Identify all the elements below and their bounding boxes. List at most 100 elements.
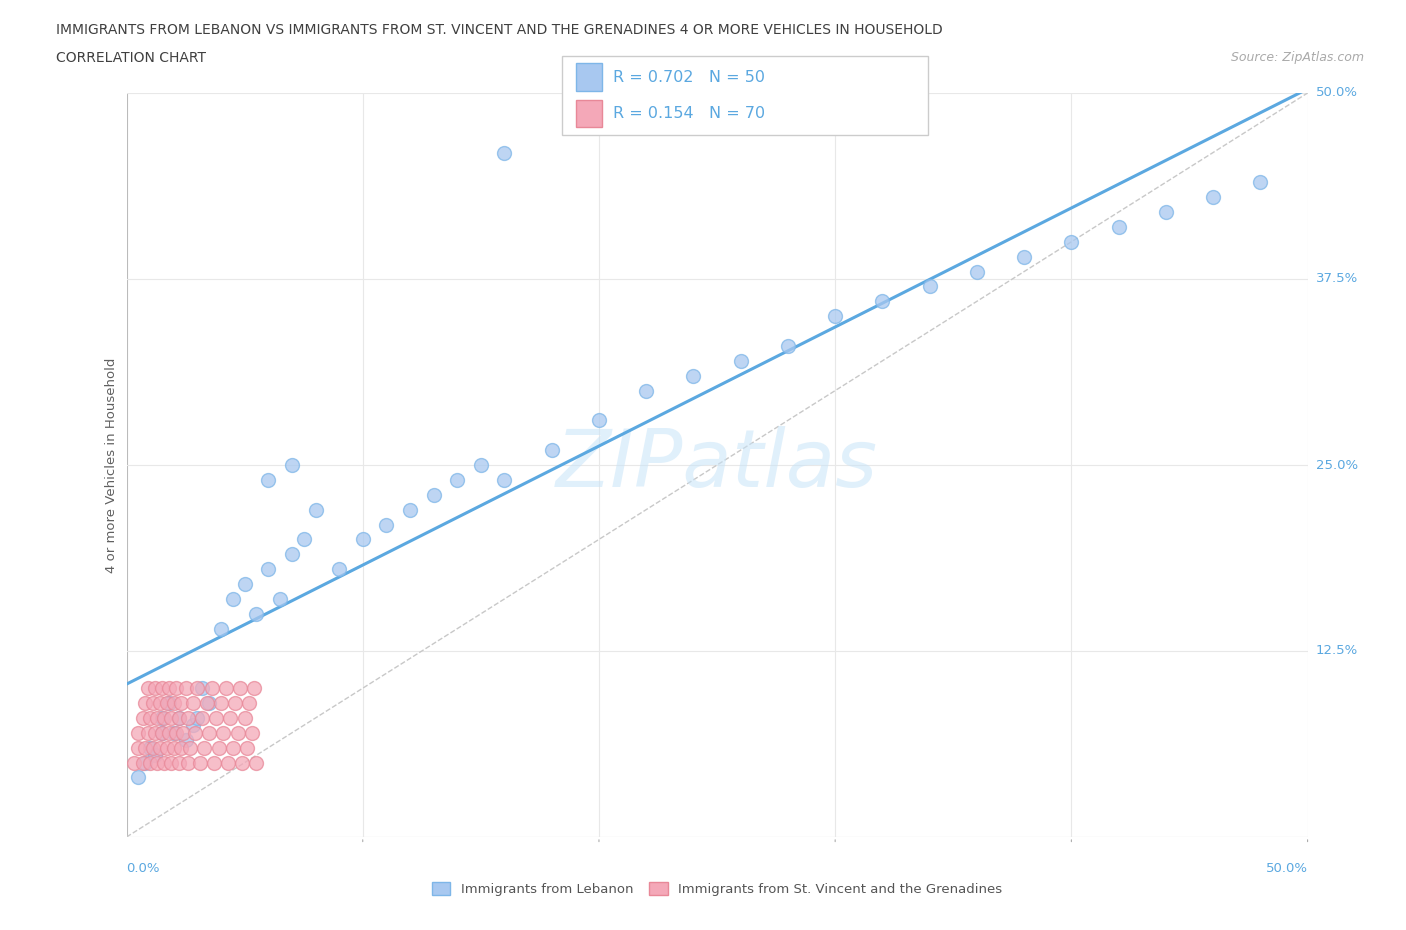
Point <box>186 681 208 696</box>
Point <box>136 681 159 696</box>
Point <box>136 725 159 740</box>
Point <box>146 755 169 770</box>
Point <box>269 591 291 606</box>
Point <box>229 681 252 696</box>
Point <box>212 725 235 740</box>
Point <box>1202 190 1225 205</box>
Point <box>134 696 156 711</box>
Point <box>132 755 155 770</box>
Point <box>494 145 516 160</box>
Point <box>127 725 149 740</box>
Point <box>245 606 267 621</box>
Point <box>174 733 197 748</box>
Point <box>257 472 280 487</box>
Text: R = 0.154   N = 70: R = 0.154 N = 70 <box>613 106 765 121</box>
Point <box>167 755 190 770</box>
Point <box>202 755 225 770</box>
Point <box>177 755 200 770</box>
Point <box>236 740 259 755</box>
Point <box>198 725 221 740</box>
Point <box>682 368 704 383</box>
Point <box>150 681 173 696</box>
Point <box>245 755 267 770</box>
Point <box>167 711 190 725</box>
Point <box>872 294 894 309</box>
Point <box>1249 175 1271 190</box>
Point <box>127 770 149 785</box>
Point <box>134 740 156 755</box>
Point <box>1108 219 1130 234</box>
Point <box>198 696 221 711</box>
Point <box>304 502 326 517</box>
Point <box>233 577 256 591</box>
Point <box>150 725 173 740</box>
Point <box>153 755 176 770</box>
Point <box>132 711 155 725</box>
Point <box>156 696 179 711</box>
Point <box>281 547 304 562</box>
Text: 50.0%: 50.0% <box>1265 862 1308 875</box>
Point <box>177 711 200 725</box>
Point <box>160 755 183 770</box>
Point <box>122 755 145 770</box>
Point <box>149 696 172 711</box>
Text: CORRELATION CHART: CORRELATION CHART <box>56 51 207 65</box>
Point <box>243 681 266 696</box>
Point <box>918 279 941 294</box>
Point <box>730 353 752 368</box>
Point <box>375 517 398 532</box>
Text: ZIPatlas: ZIPatlas <box>555 426 879 504</box>
Point <box>191 711 214 725</box>
Point <box>328 562 350 577</box>
Point <box>224 696 246 711</box>
Point <box>470 458 492 472</box>
Text: R = 0.702   N = 50: R = 0.702 N = 50 <box>613 70 765 85</box>
Text: Source: ZipAtlas.com: Source: ZipAtlas.com <box>1230 51 1364 64</box>
Point <box>153 711 176 725</box>
Point <box>191 681 214 696</box>
Point <box>966 264 988 279</box>
Point <box>240 725 263 740</box>
Point <box>1154 205 1177 219</box>
Legend: Immigrants from Lebanon, Immigrants from St. Vincent and the Grenadines: Immigrants from Lebanon, Immigrants from… <box>426 877 1008 901</box>
Point <box>352 532 374 547</box>
Point <box>222 740 245 755</box>
Point <box>208 740 231 755</box>
Point <box>193 740 215 755</box>
Point <box>157 696 180 711</box>
Text: 12.5%: 12.5% <box>1316 644 1358 658</box>
Point <box>205 711 228 725</box>
Text: 0.0%: 0.0% <box>127 862 160 875</box>
Point <box>233 711 256 725</box>
Point <box>188 755 211 770</box>
Point <box>195 696 218 711</box>
Point <box>238 696 260 711</box>
Point <box>257 562 280 577</box>
Point <box>127 740 149 755</box>
Point <box>139 740 162 755</box>
Text: 25.0%: 25.0% <box>1316 458 1358 472</box>
Point <box>139 711 162 725</box>
Point <box>1012 249 1035 264</box>
Point <box>209 621 232 636</box>
Point <box>143 725 166 740</box>
Text: 50.0%: 50.0% <box>1316 86 1358 100</box>
Point <box>184 725 207 740</box>
Point <box>163 725 186 740</box>
Point <box>150 725 173 740</box>
Point <box>292 532 315 547</box>
Point <box>181 696 204 711</box>
Point <box>139 755 162 770</box>
Point <box>222 591 245 606</box>
Point <box>141 696 163 711</box>
Point <box>422 487 444 502</box>
Point <box>165 681 187 696</box>
Point <box>226 725 249 740</box>
Point <box>143 748 166 763</box>
Point <box>1060 234 1083 249</box>
Text: 37.5%: 37.5% <box>1316 272 1358 286</box>
Point <box>157 681 180 696</box>
Point <box>217 755 239 770</box>
Text: IMMIGRANTS FROM LEBANON VS IMMIGRANTS FROM ST. VINCENT AND THE GRENADINES 4 OR M: IMMIGRANTS FROM LEBANON VS IMMIGRANTS FR… <box>56 23 943 37</box>
Point <box>181 718 204 733</box>
